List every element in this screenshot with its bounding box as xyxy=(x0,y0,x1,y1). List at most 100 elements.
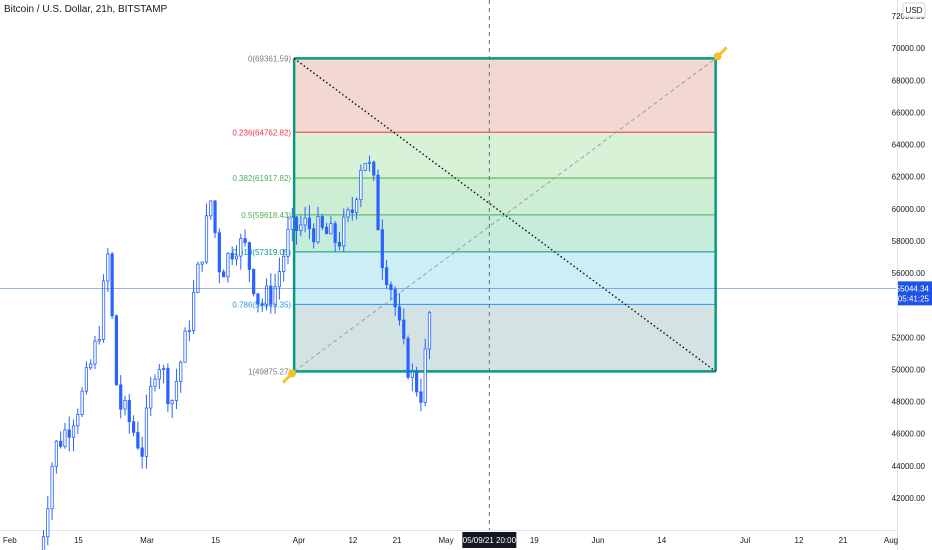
candle xyxy=(299,215,303,237)
time-tick-label: Mar xyxy=(140,536,154,545)
candle-body xyxy=(161,368,166,370)
time-tick-label: May xyxy=(438,536,453,545)
time-tick-label: 15 xyxy=(74,536,83,545)
candle xyxy=(50,462,54,521)
candle xyxy=(269,273,273,314)
candle xyxy=(149,377,153,417)
candle-body xyxy=(226,252,230,278)
candle xyxy=(402,308,406,345)
candle xyxy=(170,399,174,419)
price-tick-label: 44000.00 xyxy=(892,462,926,471)
candle xyxy=(410,363,414,392)
candle xyxy=(144,394,149,469)
candle xyxy=(329,216,333,235)
time-tick-label: 21 xyxy=(393,536,402,545)
price-axis[interactable]: 42000.00 44000.00 46000.00 48000.00 50000.00… xyxy=(892,2,932,503)
time-axis[interactable]: Feb 15 Mar 15 Apr 12 21 May 19 Jun 14 Jul 12 21 Aug 05/… xyxy=(3,532,898,548)
candle xyxy=(376,169,380,231)
candle xyxy=(350,197,354,221)
candle-body xyxy=(380,229,384,269)
candle-body xyxy=(376,174,380,231)
price-tick-label: 50000.00 xyxy=(892,365,926,374)
fib-band xyxy=(294,132,716,178)
candle xyxy=(204,203,209,265)
fib-level-label: 0.382(61917.82) xyxy=(232,174,291,183)
candle xyxy=(256,293,260,313)
candle xyxy=(153,374,157,392)
candle xyxy=(123,395,127,416)
candle-body xyxy=(80,390,84,415)
candle xyxy=(196,261,200,294)
candle xyxy=(333,220,337,252)
candle-body xyxy=(427,312,432,350)
candle-body xyxy=(149,385,153,409)
time-tick-label: 12 xyxy=(795,536,804,545)
candle-body xyxy=(312,228,316,243)
candle-body xyxy=(247,242,251,270)
candle xyxy=(222,269,226,278)
candle-body xyxy=(307,217,312,230)
candle xyxy=(76,408,80,434)
candle xyxy=(89,359,93,370)
price-tick-label: 46000.00 xyxy=(892,430,926,439)
candle-body xyxy=(106,253,110,282)
candle xyxy=(179,360,183,393)
currency-badge-text: USD xyxy=(906,6,923,15)
fibonacci-retracement[interactable]: 0(69361.59) 0.236(64762.82) 0.382(61917.82… xyxy=(232,46,728,384)
candle xyxy=(67,416,71,452)
candle-body xyxy=(385,267,389,286)
candle xyxy=(101,274,106,343)
candle-body xyxy=(84,367,88,392)
candle xyxy=(346,207,350,223)
candle-body xyxy=(157,369,161,380)
candle xyxy=(303,206,307,233)
candle-body xyxy=(63,429,67,447)
candle xyxy=(290,207,294,242)
candle xyxy=(140,436,144,469)
candle-body xyxy=(153,378,157,387)
candle-body xyxy=(123,400,127,410)
candle xyxy=(217,228,221,284)
fib-band xyxy=(294,58,716,133)
candle-body xyxy=(239,238,243,257)
price-tick-label: 68000.00 xyxy=(892,76,926,85)
time-tick-label: 19 xyxy=(530,536,539,545)
candle xyxy=(119,375,123,419)
candle-body xyxy=(269,285,273,305)
candle xyxy=(213,200,217,238)
candle-body xyxy=(230,252,234,260)
candle xyxy=(427,310,432,360)
price-tick-label: 48000.00 xyxy=(892,398,926,407)
candle-body xyxy=(213,200,217,234)
candle-body xyxy=(183,330,187,363)
candle-body xyxy=(410,371,414,378)
candle-body xyxy=(217,232,221,273)
candle-body xyxy=(342,216,346,247)
candle-body xyxy=(316,216,320,243)
candle xyxy=(209,200,213,220)
candle-body xyxy=(389,284,393,290)
candle-body xyxy=(337,242,342,247)
candle-body xyxy=(131,421,136,433)
candle xyxy=(161,364,166,384)
candle xyxy=(389,281,393,301)
candle xyxy=(363,163,367,172)
time-tick-label: Jul xyxy=(740,536,750,545)
crosshair-time-label: 05/09/21 20:00 xyxy=(462,532,517,548)
time-tick-label: Aug xyxy=(884,536,898,545)
fib-level-label: 0.5(59618.43) xyxy=(241,211,291,220)
candle-body xyxy=(286,228,290,257)
candle xyxy=(337,231,342,251)
candle xyxy=(419,378,423,412)
fib-level-label: 0(69361.59) xyxy=(248,54,291,63)
candle xyxy=(312,223,316,249)
fib-band xyxy=(294,177,716,215)
candle-body xyxy=(363,163,367,171)
candle-body xyxy=(256,293,260,305)
price-tick-label: 56000.00 xyxy=(892,269,926,278)
candle xyxy=(294,215,299,245)
candle xyxy=(277,257,281,300)
candle xyxy=(114,314,119,386)
